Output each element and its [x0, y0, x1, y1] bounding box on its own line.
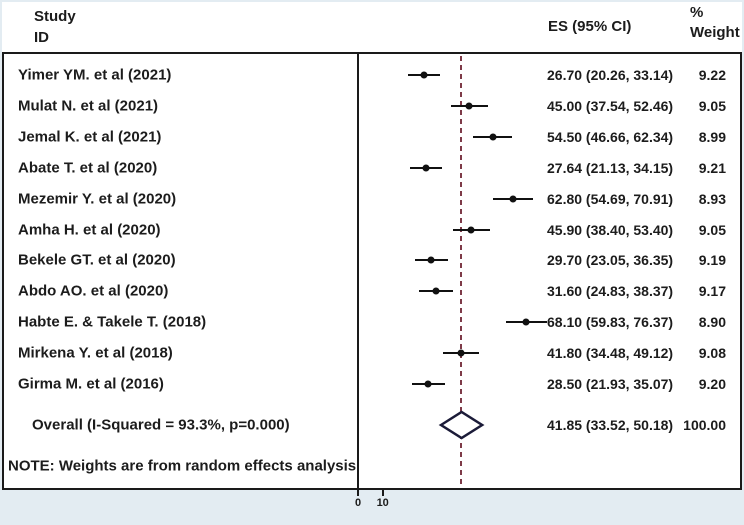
- es-ci-value: 29.70 (23.05, 36.35): [547, 252, 674, 269]
- header-separator-line: [2, 52, 742, 54]
- x-axis-tick-mark: [381, 488, 384, 496]
- weight-column-header-line1: %: [690, 4, 704, 21]
- es-ci-value: 41.80 (34.48, 49.12): [547, 345, 674, 362]
- point-estimate-marker: [420, 71, 428, 79]
- overall-es-ci-value: 41.85 (33.52, 50.18): [547, 417, 674, 433]
- study-label: Abate T. et al (2020): [18, 159, 158, 177]
- weight-value: 8.90: [698, 314, 726, 331]
- study-label: Mulat N. et al (2021): [18, 97, 159, 115]
- point-estimate-marker: [509, 195, 517, 203]
- es-ci-value: 68.10 (59.83, 76.37): [547, 314, 674, 331]
- es-ci-value: 27.64 (21.13, 34.15): [547, 159, 674, 176]
- study-label: Mezemir Y. et al (2020): [18, 190, 177, 208]
- weights-note: NOTE: Weights are from random effects an…: [8, 457, 357, 475]
- study-label: Bekele GT. et al (2020): [18, 251, 176, 269]
- es-ci-value: 62.80 (54.69, 70.91): [547, 190, 674, 207]
- study-label: Amha H. et al (2020): [18, 221, 161, 238]
- study-label: Abdo AO. et al (2020): [18, 282, 169, 300]
- overall-label: Overall (I-Squared = 93.3%, p=0.000): [32, 416, 290, 434]
- weight-value: 9.19: [698, 252, 726, 269]
- es-ci-value: 26.70 (20.26, 33.14): [547, 67, 674, 83]
- point-estimate-marker: [427, 256, 435, 264]
- point-estimate-marker: [424, 380, 432, 388]
- overall-diamond: [438, 410, 485, 440]
- weight-value: 9.08: [698, 345, 726, 362]
- weight-value: 8.93: [698, 190, 726, 207]
- x-axis-tick-mark: [357, 488, 359, 496]
- point-estimate-marker: [422, 164, 430, 172]
- es-column-header: ES (95% CI): [548, 18, 632, 35]
- x-axis-tick-label: 10: [376, 497, 389, 509]
- weight-value: 9.22: [698, 67, 726, 83]
- overall-estimate-dashed-line: [460, 56, 463, 488]
- point-estimate-marker: [465, 102, 473, 110]
- x-axis-tick-label: 0: [354, 497, 362, 509]
- null-effect-axis-line: [357, 54, 359, 488]
- weight-value: 9.17: [698, 283, 726, 300]
- study-label: Habte E. & Takele T. (2018): [18, 313, 207, 331]
- point-estimate-marker: [457, 349, 465, 357]
- es-ci-value: 45.00 (37.54, 52.46): [547, 97, 674, 114]
- weight-value: 9.21: [698, 159, 726, 176]
- weight-value: 9.20: [698, 376, 726, 392]
- weight-value: 9.05: [698, 97, 726, 114]
- weight-value: 8.99: [698, 128, 726, 145]
- es-ci-value: 28.50 (21.93, 35.07): [547, 376, 674, 392]
- study-label: Jemal K. et al (2021): [18, 128, 162, 146]
- es-ci-value: 54.50 (46.66, 62.34): [547, 128, 674, 145]
- point-estimate-marker: [467, 226, 475, 233]
- overall-diamond-shape: [438, 410, 485, 440]
- study-label: Mirkena Y. et al (2018): [18, 344, 173, 362]
- es-ci-value: 31.60 (24.83, 38.37): [547, 283, 674, 300]
- point-estimate-marker: [522, 318, 530, 326]
- overall-weight-value: 100.00: [683, 417, 726, 433]
- study-label: Girma M. et al (2016): [18, 375, 164, 393]
- point-estimate-marker: [489, 133, 497, 141]
- es-ci-value: 45.90 (38.40, 53.40): [547, 221, 674, 238]
- weight-column-header-line2: Weight: [690, 24, 740, 41]
- weight-value: 9.05: [698, 221, 726, 238]
- study-column-header-line2: ID: [34, 29, 49, 46]
- study-column-header-line1: Study: [34, 8, 76, 25]
- point-estimate-marker: [432, 287, 440, 295]
- study-label: Yimer YM. et al (2021): [18, 66, 172, 84]
- plot-paper: Study ID ES (95% CI) % Weight Yimer YM. …: [2, 2, 742, 490]
